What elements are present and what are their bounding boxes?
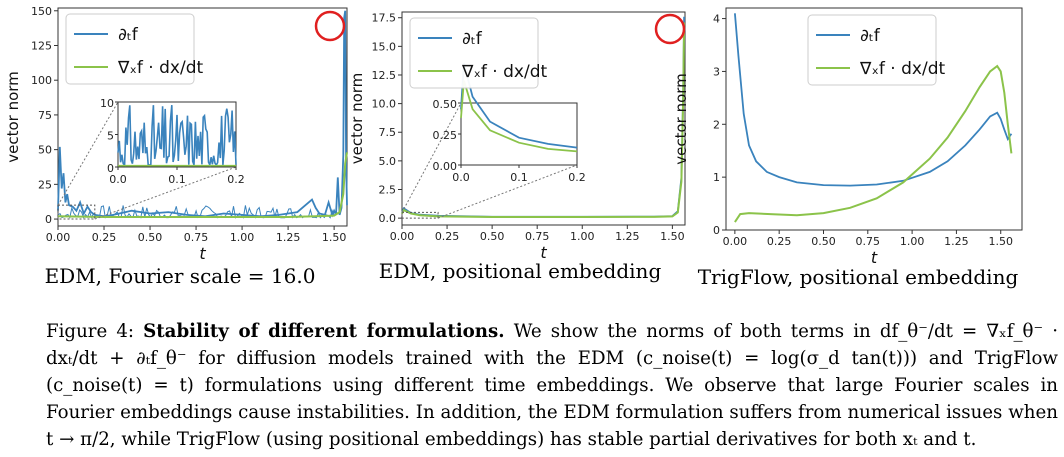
figure-caption: Figure 4: Stability of different formula… xyxy=(46,318,1058,453)
zoom-region xyxy=(57,204,96,220)
y-tick-label: 4 xyxy=(713,13,720,26)
inset-x-tick-label: 0.1 xyxy=(168,173,186,186)
x-axis-label: t xyxy=(199,244,206,263)
caption-line-5: (using positional embeddings) has stable… xyxy=(265,429,977,450)
zoom-connector xyxy=(57,101,119,206)
plot-frame xyxy=(401,11,686,226)
series-dt-line xyxy=(57,10,348,218)
x-tick-label: 1.00 xyxy=(900,235,925,248)
y-axis-label: vector norm xyxy=(4,71,22,163)
x-tick-label: 1.50 xyxy=(322,231,347,244)
inset-x-tick-label: 0.0 xyxy=(109,173,127,186)
y-tick-label: 0 xyxy=(713,224,720,237)
y-tick-label: 5.0 xyxy=(379,155,397,168)
y-tick-label: 2.5 xyxy=(379,184,397,197)
chart-panel-3: 0.00 0.25 0.50 0.75 1.00 1.25 1.50 0 1 2 3 4 t vector… xyxy=(672,7,1023,267)
y-tick-label: 12.5 xyxy=(372,69,397,82)
caption-label: Figure 4: xyxy=(46,321,135,342)
x-tick-label: 0.25 xyxy=(767,235,792,248)
inset-y-tick-label: 5 xyxy=(107,130,114,143)
y-tick-label: 10.0 xyxy=(372,98,397,111)
legend-label-grad: ∇ₓf · dx/dt xyxy=(461,62,547,82)
x-tick-label: 0.50 xyxy=(480,230,505,243)
series-grad-line xyxy=(734,64,1013,223)
x-axis-label: t xyxy=(540,243,547,262)
inset-frame xyxy=(460,102,578,166)
inset-y-tick-label: 10 xyxy=(100,97,114,110)
x-tick-label: 0.00 xyxy=(390,230,415,243)
series-grad-line xyxy=(401,22,686,218)
x-tick-label: 0.25 xyxy=(435,230,460,243)
y-tick-label: 7.5 xyxy=(379,126,397,139)
caption-line-3: formulations using different time embedd… xyxy=(46,375,1058,423)
y-tick-label: 15.0 xyxy=(372,40,397,53)
spike-highlight-circle xyxy=(314,10,346,42)
y-tick-label: 25 xyxy=(38,178,52,191)
y-tick-label: 0.0 xyxy=(379,212,397,225)
y-tick-label: 125 xyxy=(31,39,52,52)
x-tick-label: 1.25 xyxy=(276,231,301,244)
legend-label-dt: ∂ₜf xyxy=(462,29,483,49)
plot-frame xyxy=(57,7,348,227)
x-tick-label: 0.00 xyxy=(723,235,748,248)
x-tick-label: 0.50 xyxy=(811,235,836,248)
zoom-region xyxy=(401,211,439,219)
y-tick-label: 50 xyxy=(38,144,52,157)
x-tick-label: 0.75 xyxy=(184,231,209,244)
caption-line-4: instabilities. In addition, the EDM form… xyxy=(46,402,1058,450)
chart-panel-1: 0.00 0.25 0.50 0.75 1.00 1.25 1.50025507510012… xyxy=(4,5,348,263)
legend-label-dt: ∂ₜf xyxy=(860,26,881,46)
x-tick-label: 1.00 xyxy=(570,230,595,243)
zoom-connector xyxy=(437,164,578,219)
legend-label-dt: ∂ₜf xyxy=(118,25,139,45)
y-tick-label: 17.5 xyxy=(372,12,397,25)
chart-panel-2: 0.00 0.25 0.50 0.75 1.00 1.25 1.50 0.0 2.5 5.0 7.5… xyxy=(348,11,686,262)
caption-line-2: ∂ₜf_θ⁻ for diffusion models trained with… xyxy=(46,348,1058,396)
inset-x-tick-label: 0.1 xyxy=(510,171,528,184)
legend-label-grad: ∇ₓf · dx/dt xyxy=(859,59,945,79)
series-dt-line xyxy=(734,13,1013,187)
x-tick-label: 0.00 xyxy=(46,231,71,244)
x-tick-label: 0.50 xyxy=(138,231,163,244)
inset-x-tick-label: 0.2 xyxy=(568,171,586,184)
y-tick-label: 1 xyxy=(713,171,720,184)
y-axis-label: vector norm xyxy=(348,73,366,165)
inset-y-tick-label: 0.00 xyxy=(433,160,458,173)
subtitle-edm-fourier: EDM, Fourier scale = 16.0 xyxy=(45,264,316,288)
x-tick-label: 1.00 xyxy=(230,231,255,244)
plot-frame xyxy=(725,7,1023,231)
x-tick-label: 1.50 xyxy=(988,235,1013,248)
inset-x-tick-label: 0.2 xyxy=(227,173,245,186)
inset-x-tick-label: 0.0 xyxy=(452,171,470,184)
zoom-connector xyxy=(401,102,462,213)
y-tick-label: 75 xyxy=(38,109,52,122)
y-tick-label: 150 xyxy=(31,5,52,18)
y-tick-label: 2 xyxy=(713,118,720,131)
y-axis-label: vector norm xyxy=(672,73,690,165)
x-tick-label: 1.50 xyxy=(660,230,685,243)
legend-label-grad: ∇ₓf · dx/dt xyxy=(117,58,203,78)
inset-y-tick-label: 0.25 xyxy=(433,129,458,142)
subtitle-edm-positional: EDM, positional embedding xyxy=(379,259,662,283)
inset-y-tick-label: 0.50 xyxy=(433,98,458,111)
y-tick-label: 3 xyxy=(713,65,720,78)
x-tick-label: 1.25 xyxy=(944,235,969,248)
spike-highlight-circle xyxy=(654,13,686,45)
zoom-connector xyxy=(94,166,237,220)
y-tick-label: 0 xyxy=(45,213,52,226)
caption-title: Stability of different formulations. xyxy=(143,321,505,342)
caption-line-1: We show the norms of both terms in df_θ⁻… xyxy=(46,321,1058,369)
series-dt-noise xyxy=(57,205,335,219)
x-tick-label: 0.75 xyxy=(525,230,550,243)
figure-canvas: 0.00 0.25 0.50 0.75 1.00 1.25 1.50025507510012… xyxy=(4,5,1023,289)
x-axis-label: t xyxy=(871,248,878,267)
x-tick-label: 0.75 xyxy=(856,235,881,248)
y-tick-label: 100 xyxy=(31,74,52,87)
series-grad-line xyxy=(57,152,348,218)
subtitle-trigflow-positional: TrigFlow, positional embedding xyxy=(698,265,1019,289)
x-tick-label: 1.25 xyxy=(615,230,640,243)
x-tick-label: 0.25 xyxy=(92,231,117,244)
inset-y-tick-label: 0 xyxy=(107,162,114,175)
